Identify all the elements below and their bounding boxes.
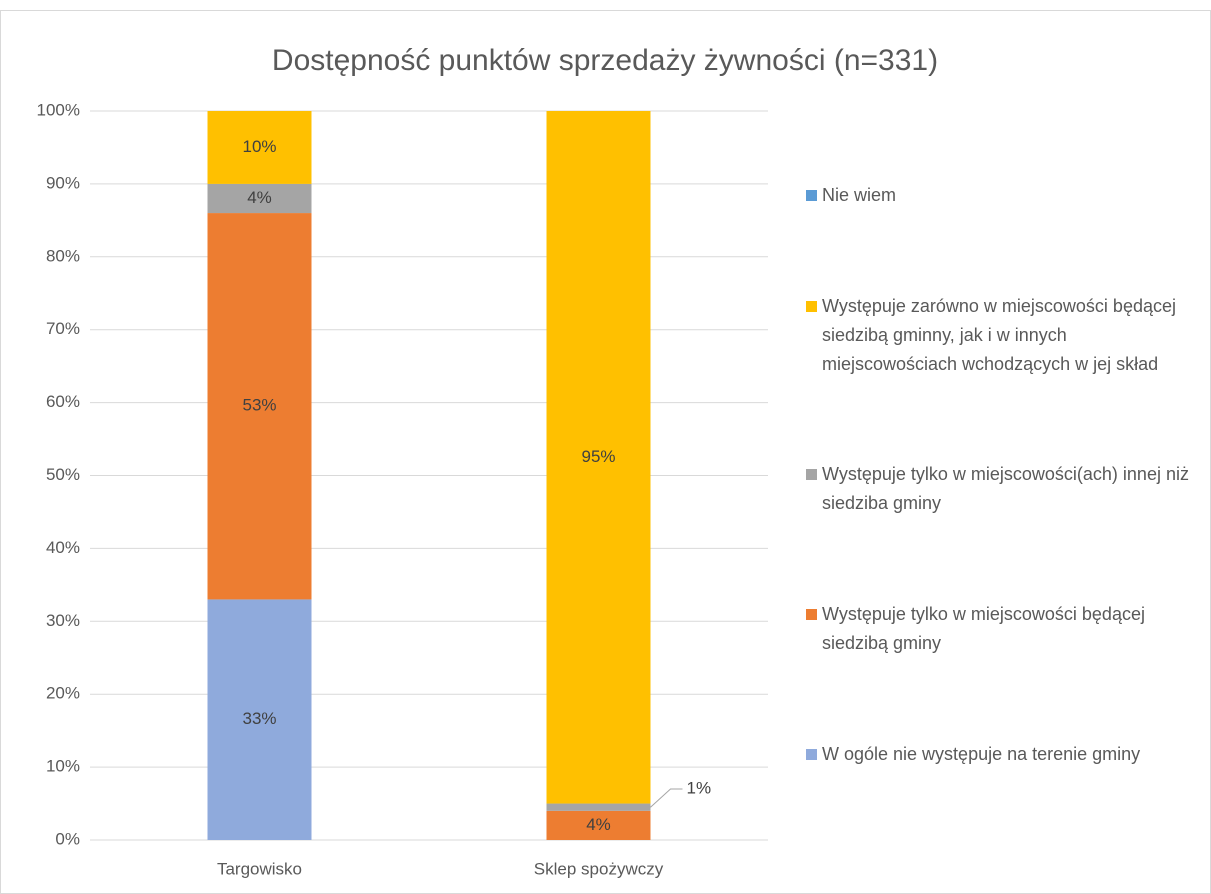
legend-swatch: [806, 189, 817, 201]
legend-item: W ogóle nie występuje na terenie gminy: [806, 740, 1201, 769]
y-tick-label: 90%: [46, 173, 80, 192]
y-tick-label: 10%: [46, 757, 80, 776]
legend-item: Nie wiem: [806, 181, 1201, 210]
legend-item: Występuje tylko w miejscowości(ach) inne…: [806, 460, 1201, 518]
legend-label: Występuje tylko w miejscowości(ach) inne…: [822, 464, 1189, 514]
data-label: 33%: [242, 709, 276, 728]
bar-segment: [207, 183, 312, 214]
y-tick-label: 30%: [46, 611, 80, 630]
y-tick-label: 40%: [46, 538, 80, 557]
legend-item: Występuje zarówno w miejscowości będącej…: [806, 292, 1201, 379]
legend-label: Występuje zarówno w miejscowości będącej…: [822, 295, 1176, 374]
x-tick-label: Targowisko: [217, 859, 302, 878]
y-tick-label: 50%: [46, 465, 80, 484]
x-tick-label: Sklep spożywczy: [534, 859, 664, 878]
chart-title: Dostępność punktów sprzedaży żywności (n…: [272, 44, 938, 77]
legend-label: W ogóle nie występuje na terenie gminy: [822, 744, 1141, 765]
bar-segment: [207, 213, 312, 600]
data-label: 4%: [586, 815, 611, 834]
legend-label: Nie wiem: [822, 184, 897, 205]
y-tick-label: 80%: [46, 246, 80, 265]
y-tick-label: 20%: [46, 684, 80, 703]
data-label: 10%: [242, 137, 276, 156]
y-tick-label: 100%: [37, 100, 80, 119]
bar-segment: [546, 810, 651, 840]
bar-segment: [207, 599, 312, 840]
legend-swatch: [806, 609, 817, 621]
bar-segment: [546, 111, 651, 804]
legend-swatch: [806, 469, 817, 481]
bar-segment: [207, 111, 312, 184]
y-tick-label: 70%: [46, 319, 80, 338]
bar-segment: [546, 803, 651, 811]
y-tick-label: 0%: [55, 829, 80, 848]
data-label: 95%: [581, 447, 615, 466]
data-label: 4%: [247, 188, 272, 207]
y-tick-label: 60%: [46, 392, 80, 411]
leader-line: [650, 788, 683, 808]
legend-swatch: [806, 300, 817, 312]
legend-label: Występuje tylko w miejscowości będącej s…: [822, 604, 1145, 654]
legend-swatch: [806, 749, 817, 761]
data-label: 53%: [242, 396, 276, 415]
legend: Nie wiem Występuje zarówno w miejscowości…: [806, 140, 1201, 810]
data-label: 1%: [687, 778, 712, 797]
legend-item: Występuje tylko w miejscowości będącej s…: [806, 600, 1201, 658]
